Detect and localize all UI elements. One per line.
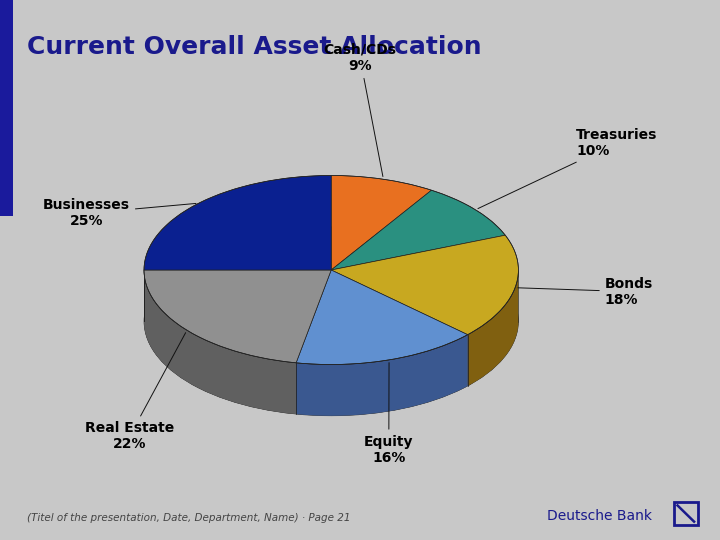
- Polygon shape: [144, 270, 331, 363]
- Polygon shape: [296, 335, 468, 416]
- Polygon shape: [468, 271, 518, 386]
- Text: Cash/CDs
9%: Cash/CDs 9%: [323, 43, 397, 177]
- Text: Current Overall Asset Allocation: Current Overall Asset Allocation: [27, 35, 482, 59]
- Text: Real Estate
22%: Real Estate 22%: [85, 333, 186, 451]
- Text: Deutsche Bank: Deutsche Bank: [547, 509, 652, 523]
- Polygon shape: [331, 176, 431, 270]
- Bar: [0, 0, 13, 216]
- Text: Treasuries
10%: Treasuries 10%: [478, 128, 657, 208]
- Text: Businesses
25%: Businesses 25%: [43, 198, 196, 228]
- Text: Bonds
18%: Bonds 18%: [518, 276, 653, 307]
- Polygon shape: [331, 190, 505, 270]
- Bar: [674, 502, 698, 525]
- Text: Equity
16%: Equity 16%: [364, 363, 413, 465]
- Polygon shape: [296, 270, 468, 364]
- Ellipse shape: [144, 227, 518, 416]
- Polygon shape: [144, 176, 331, 270]
- Polygon shape: [144, 270, 296, 414]
- Text: (Titel of the presentation, Date, Department, Name) · Page 21: (Titel of the presentation, Date, Depart…: [27, 512, 351, 523]
- Polygon shape: [331, 235, 518, 335]
